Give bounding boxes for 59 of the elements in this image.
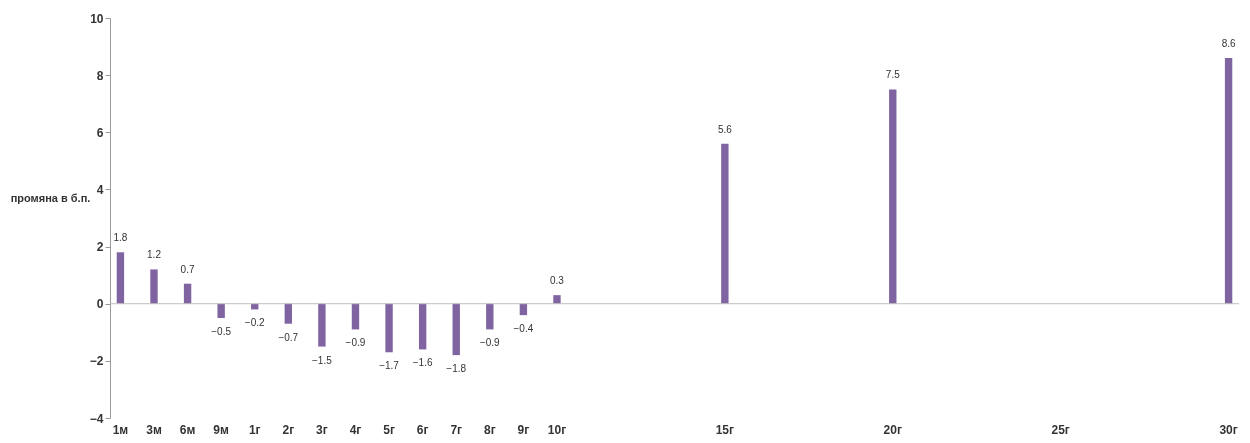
data-label: −1.5 bbox=[312, 354, 333, 366]
x-tick-label: 1г bbox=[248, 422, 261, 437]
x-tick-label: 5г bbox=[383, 422, 395, 437]
x-tick-label: 3м bbox=[146, 422, 162, 437]
data-label: 0.3 bbox=[550, 275, 565, 287]
y-axis-title: промяна в б.п. bbox=[10, 191, 91, 204]
x-tick-label: 25г bbox=[1051, 422, 1070, 437]
bar bbox=[418, 303, 427, 350]
y-tick-label: 0 bbox=[96, 297, 104, 312]
data-label: 8.6 bbox=[1221, 38, 1236, 49]
x-tick-label: 1м bbox=[112, 422, 129, 437]
x-tick-label: 7г bbox=[450, 422, 463, 437]
x-tick-label: 15г bbox=[715, 422, 735, 437]
x-tick-label: 9г bbox=[517, 422, 530, 437]
bar bbox=[889, 89, 897, 304]
data-label: −1.7 bbox=[379, 360, 400, 372]
bar bbox=[217, 303, 225, 318]
bar bbox=[486, 303, 494, 330]
x-tick-label: 2г bbox=[282, 422, 295, 437]
data-label: −1.6 bbox=[412, 357, 433, 369]
data-label: −0.9 bbox=[479, 337, 501, 349]
x-tick-label: 10г bbox=[547, 422, 567, 437]
data-label: −1.8 bbox=[446, 363, 467, 375]
x-tick-label: 20г bbox=[883, 422, 902, 437]
y-tick-label: 4 bbox=[96, 182, 104, 197]
bar bbox=[519, 303, 528, 316]
y-tick-label: −4 bbox=[89, 411, 104, 426]
data-label: 5.6 bbox=[717, 123, 733, 135]
data-label: −0.9 bbox=[345, 337, 366, 349]
x-tick-label: 8г bbox=[483, 422, 496, 437]
data-label: −0.2 bbox=[244, 317, 266, 329]
x-tick-label: 3г bbox=[316, 422, 328, 437]
bar bbox=[150, 269, 158, 304]
y-tick-label: 6 bbox=[96, 125, 104, 140]
data-label: 7.5 bbox=[885, 69, 901, 81]
x-tick-label: 30г bbox=[1219, 422, 1238, 437]
data-label: 1.8 bbox=[113, 232, 128, 244]
bar bbox=[183, 283, 192, 304]
y-tick-label: −2 bbox=[89, 354, 104, 369]
data-label: 0.7 bbox=[180, 263, 195, 275]
bar bbox=[385, 303, 393, 353]
data-label: −0.7 bbox=[278, 331, 299, 343]
x-tick-label: 6м bbox=[179, 422, 196, 437]
y-tick-label: 10 bbox=[90, 11, 104, 26]
bar bbox=[1224, 58, 1233, 304]
bar bbox=[721, 143, 729, 304]
bar bbox=[351, 303, 360, 330]
bar bbox=[284, 303, 293, 324]
x-tick-label: 4г bbox=[349, 422, 362, 437]
bar bbox=[318, 303, 326, 347]
data-label: −0.4 bbox=[513, 323, 534, 335]
y-tick-label: 8 bbox=[96, 68, 104, 83]
data-label: −0.5 bbox=[211, 326, 232, 337]
data-label: 1.2 bbox=[147, 249, 162, 261]
x-tick-label: 9м bbox=[213, 422, 230, 437]
y-tick-label: 2 bbox=[96, 240, 104, 255]
bar bbox=[116, 252, 125, 304]
bar bbox=[452, 303, 460, 356]
x-tick-label: 6г bbox=[416, 422, 429, 437]
